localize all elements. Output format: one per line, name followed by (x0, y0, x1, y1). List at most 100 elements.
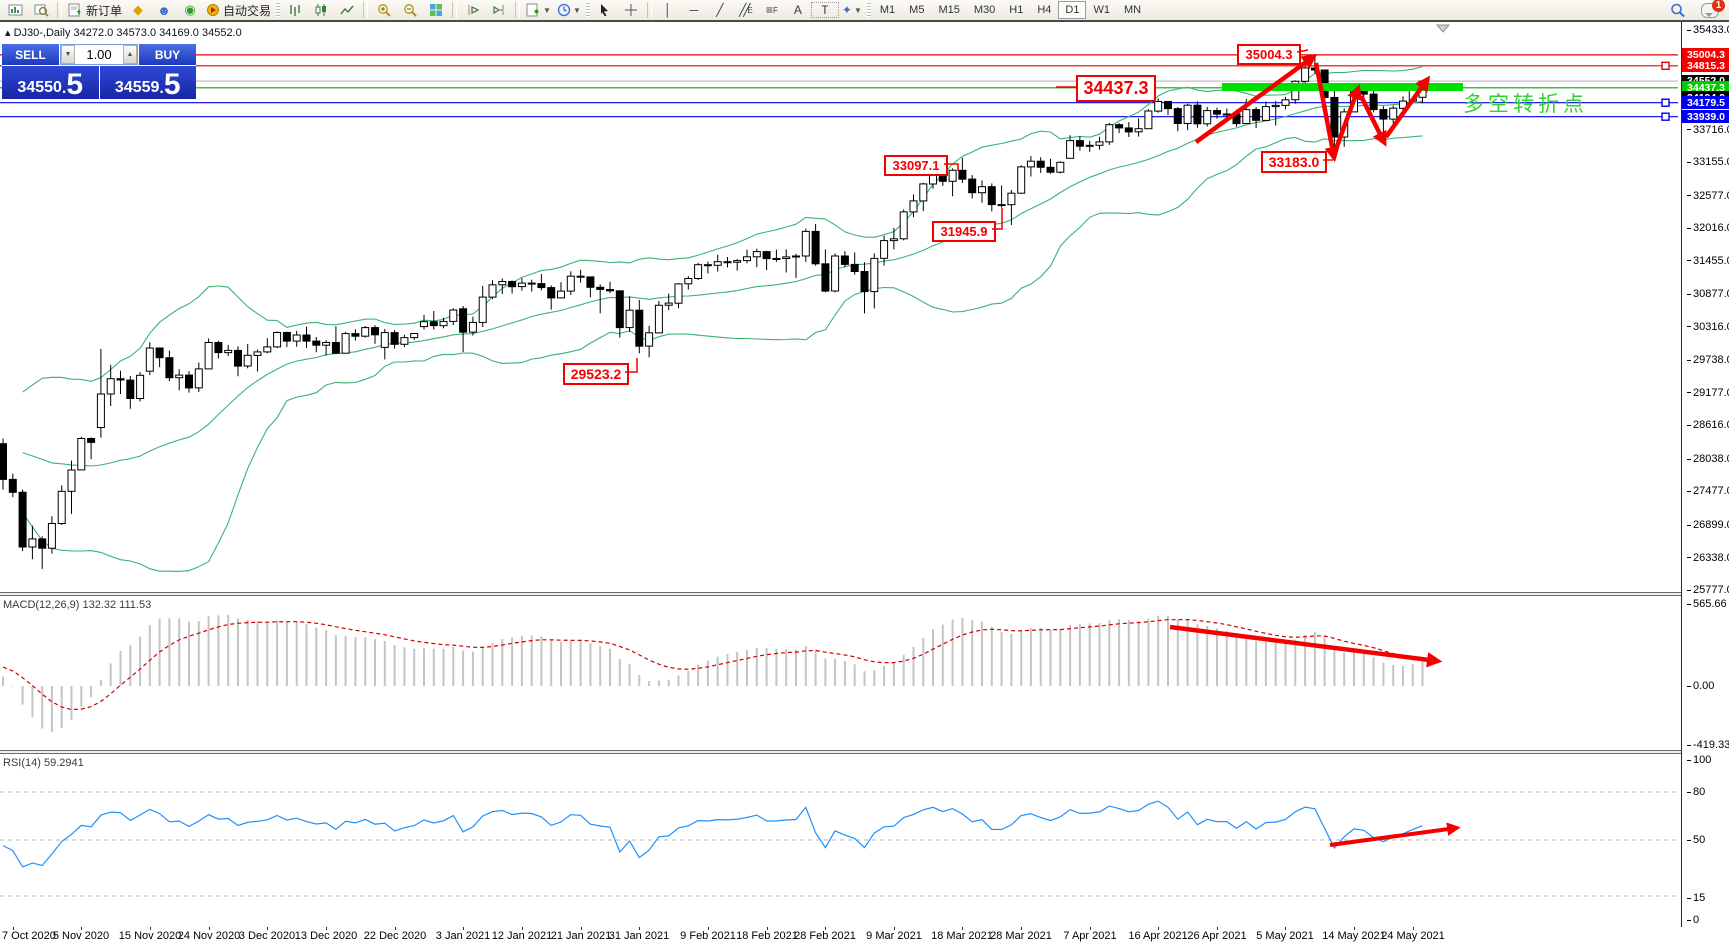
axis-tick-label: 30877.0 (1687, 288, 1729, 300)
price-callout-label[interactable]: 35004.3 (1237, 44, 1301, 65)
trendline-tool[interactable]: ╱ (716, 3, 724, 17)
price-callout-label[interactable]: 31945.9 (932, 221, 996, 242)
history-center-icon[interactable]: ◆ (133, 2, 144, 17)
macd-bar (481, 647, 484, 686)
time-tick (581, 927, 582, 930)
candle-body (909, 200, 918, 213)
macd-bar (971, 620, 974, 686)
signals-icon[interactable]: ◉ (184, 2, 196, 17)
volume-increase-button[interactable]: ▲ (123, 45, 137, 64)
panel-separator[interactable] (0, 750, 1729, 754)
new-order-button[interactable]: 新订单 (65, 1, 125, 20)
macd-bar (785, 649, 788, 686)
bar-chart-icon[interactable] (282, 1, 308, 20)
macd-bar (70, 686, 73, 720)
candle-body (1154, 101, 1163, 112)
fibonacci-tool[interactable]: ≡ F (765, 3, 778, 17)
tf-h1[interactable]: H1 (1009, 4, 1024, 16)
macd-bar (471, 651, 474, 686)
panel-separator[interactable] (0, 592, 1729, 596)
candle-body (674, 283, 683, 304)
period-clock-button[interactable]: ▼ (554, 1, 584, 20)
chevron-down-icon: ▼ (543, 5, 551, 15)
autotrading-button[interactable]: 自动交易 (203, 1, 274, 20)
zoom-out-icon[interactable] (397, 1, 423, 20)
turning-point-note[interactable]: 多空转折点 (1463, 93, 1588, 116)
price-axis[interactable]: 35433.0 33716.0 33155.0 32577.0 32016.0 31455… (1681, 22, 1729, 927)
macd-bar (227, 614, 230, 686)
volume-decrease-button[interactable]: ▼ (61, 45, 75, 64)
data-window-icon[interactable] (28, 1, 54, 20)
line-handle[interactable] (1661, 61, 1670, 70)
price-callout-label[interactable]: 29523.2 (563, 363, 629, 385)
price-callout-label[interactable]: 33183.0 (1261, 151, 1327, 173)
candle-body (831, 255, 840, 292)
candle-body (253, 351, 262, 356)
tf-h4[interactable]: H4 (1037, 4, 1052, 16)
crosshair-tool-icon[interactable] (618, 1, 644, 20)
rsi-panel-canvas[interactable] (0, 754, 1681, 927)
bb-middle (22, 100, 1423, 467)
auto-scroll-icon[interactable] (460, 1, 486, 20)
vertical-line-tool[interactable]: │ (664, 3, 672, 17)
time-tick (639, 927, 640, 930)
macd-bar (892, 662, 895, 686)
bid-price[interactable]: 34550. 5 (2, 66, 99, 100)
line-handle[interactable] (1661, 98, 1670, 107)
macd-bar (178, 618, 181, 686)
time-tick-label: 18 Mar 2021 (931, 930, 993, 942)
shapes-tool[interactable]: ✦ ▼ (841, 3, 862, 17)
macd-bar (1196, 624, 1199, 686)
tf-m30[interactable]: M30 (973, 4, 996, 16)
price-callout-label[interactable]: 34437.3 (1076, 75, 1156, 102)
chart-shift-icon[interactable] (486, 1, 512, 20)
candle-body (1124, 127, 1133, 133)
tf-m5[interactable]: M5 (909, 4, 925, 16)
market-watch-icon[interactable] (2, 1, 28, 20)
label-tool[interactable]: T (810, 2, 839, 18)
macd-bar (1039, 627, 1042, 686)
buy-button[interactable]: BUY (139, 44, 196, 65)
collapse-marker-icon[interactable]: ▴ (5, 27, 11, 39)
macd-bar (902, 654, 905, 686)
macd-bar (834, 658, 837, 686)
macd-bar (1255, 641, 1258, 686)
macd-bar (628, 663, 631, 686)
terminal-icon[interactable]: ☻ (157, 2, 171, 18)
candle-body (811, 230, 820, 265)
add-indicator-button[interactable]: ▼ (523, 1, 554, 20)
support-zone-band[interactable] (1222, 83, 1463, 91)
main-chart-canvas[interactable] (0, 22, 1681, 592)
macd-bar (1088, 623, 1091, 686)
candlestick-chart-icon[interactable] (308, 1, 334, 20)
chart-shift-marker[interactable] (1435, 24, 1451, 33)
channel-tool[interactable]: ╱╱ E (738, 3, 753, 17)
time-axis[interactable]: 7 Oct 2020 5 Nov 2020 15 Nov 2020 24 Nov 20… (0, 927, 1681, 946)
text-tool[interactable]: A (793, 3, 802, 17)
macd-panel-canvas[interactable] (0, 596, 1681, 750)
line-chart-icon[interactable] (334, 1, 360, 20)
tile-windows-icon[interactable] (423, 1, 449, 20)
price-callout-label[interactable]: 33097.1 (884, 155, 948, 176)
tf-m15[interactable]: M15 (938, 4, 960, 16)
tf-m1[interactable]: M1 (879, 4, 896, 16)
sell-button[interactable]: SELL (2, 44, 59, 65)
line-handle[interactable] (1661, 112, 1670, 121)
search-icon[interactable] (1665, 1, 1691, 20)
cursor-tool-icon[interactable] (592, 1, 618, 20)
toolbar-drag-handle (585, 3, 590, 17)
notifications-icon[interactable]: 1 (1697, 0, 1725, 20)
macd-bar (1137, 620, 1140, 686)
zoom-in-icon[interactable] (371, 1, 397, 20)
tf-d1[interactable]: D1 (1058, 1, 1087, 19)
tf-w1[interactable]: W1 (1093, 4, 1110, 16)
macd-bar (413, 648, 416, 686)
time-tick-label: 5 Nov 2020 (52, 930, 110, 942)
horizontal-line-tool[interactable]: ─ (689, 3, 699, 17)
ask-price[interactable]: 34559. 5 (99, 66, 196, 100)
candle-body (654, 304, 663, 334)
tf-mn[interactable]: MN (1123, 4, 1142, 16)
macd-bar (511, 637, 514, 686)
macd-bar (1147, 618, 1150, 686)
volume-input[interactable]: 1.00 (86, 47, 112, 62)
